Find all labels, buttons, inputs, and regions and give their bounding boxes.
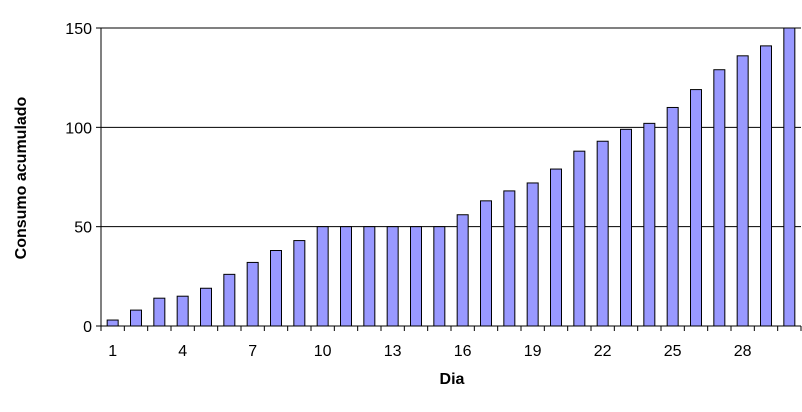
bar-dia-5 <box>200 287 212 327</box>
bar-dia-13 <box>386 226 399 327</box>
bar-dia-23 <box>620 128 632 327</box>
bar-dia-11 <box>340 226 352 327</box>
x-tick-label-4: 4 <box>178 343 187 360</box>
bar-dia-1 <box>106 319 119 327</box>
bar-dia-12 <box>363 226 376 327</box>
bar-dia-3 <box>153 297 166 327</box>
bars <box>106 27 796 327</box>
bar-dia-9 <box>293 240 306 327</box>
bar-dia-14 <box>410 226 422 327</box>
y-tick-label-0: 0 <box>83 319 92 336</box>
bar-dia-18 <box>503 190 516 327</box>
bar-dia-28 <box>736 55 749 327</box>
y-tick-label-150: 150 <box>65 21 92 38</box>
x-tick-label-7: 7 <box>248 343 257 360</box>
bar-dia-8 <box>270 250 282 327</box>
bar-dia-2 <box>130 309 142 327</box>
bar-dia-4 <box>176 295 189 327</box>
bar-dia-20 <box>550 168 562 327</box>
x-tick-label-28: 28 <box>734 343 752 360</box>
x-tick-label-16: 16 <box>454 343 472 360</box>
bar-dia-7 <box>246 261 259 327</box>
bar-dia-10 <box>316 226 329 327</box>
x-tick-label-25: 25 <box>664 343 682 360</box>
bar-dia-29 <box>760 45 772 327</box>
bar-dia-30 <box>783 27 796 327</box>
y-tick-label-50: 50 <box>74 220 92 237</box>
bar-dia-22 <box>596 140 609 327</box>
bar-dia-21 <box>573 150 586 327</box>
x-tick-labels: 1 4 7 10 13 16 19 22 25 28 <box>108 343 751 360</box>
bar-dia-25 <box>666 106 679 327</box>
bar-dia-6 <box>223 273 236 327</box>
bar-dia-26 <box>690 89 702 327</box>
axes <box>96 27 802 331</box>
y-tick-label-100: 100 <box>65 120 92 137</box>
bar-dia-19 <box>526 182 539 327</box>
y-tick-labels: 0 50 100 150 <box>65 21 92 336</box>
bar-dia-15 <box>433 226 446 327</box>
x-axis-title: Dia <box>440 371 465 388</box>
x-tick-label-1: 1 <box>108 343 117 360</box>
bar-dia-17 <box>480 200 492 327</box>
bar-dia-27 <box>713 69 726 327</box>
bar-dia-16 <box>456 214 469 327</box>
x-tick-label-22: 22 <box>594 343 612 360</box>
x-tick-label-13: 13 <box>384 343 402 360</box>
bar-dia-24 <box>643 122 656 327</box>
gridlines <box>101 27 801 228</box>
x-tick-label-10: 10 <box>314 343 332 360</box>
y-axis-title: Consumo acumulado <box>13 96 30 259</box>
x-tick-label-19: 19 <box>524 343 542 360</box>
